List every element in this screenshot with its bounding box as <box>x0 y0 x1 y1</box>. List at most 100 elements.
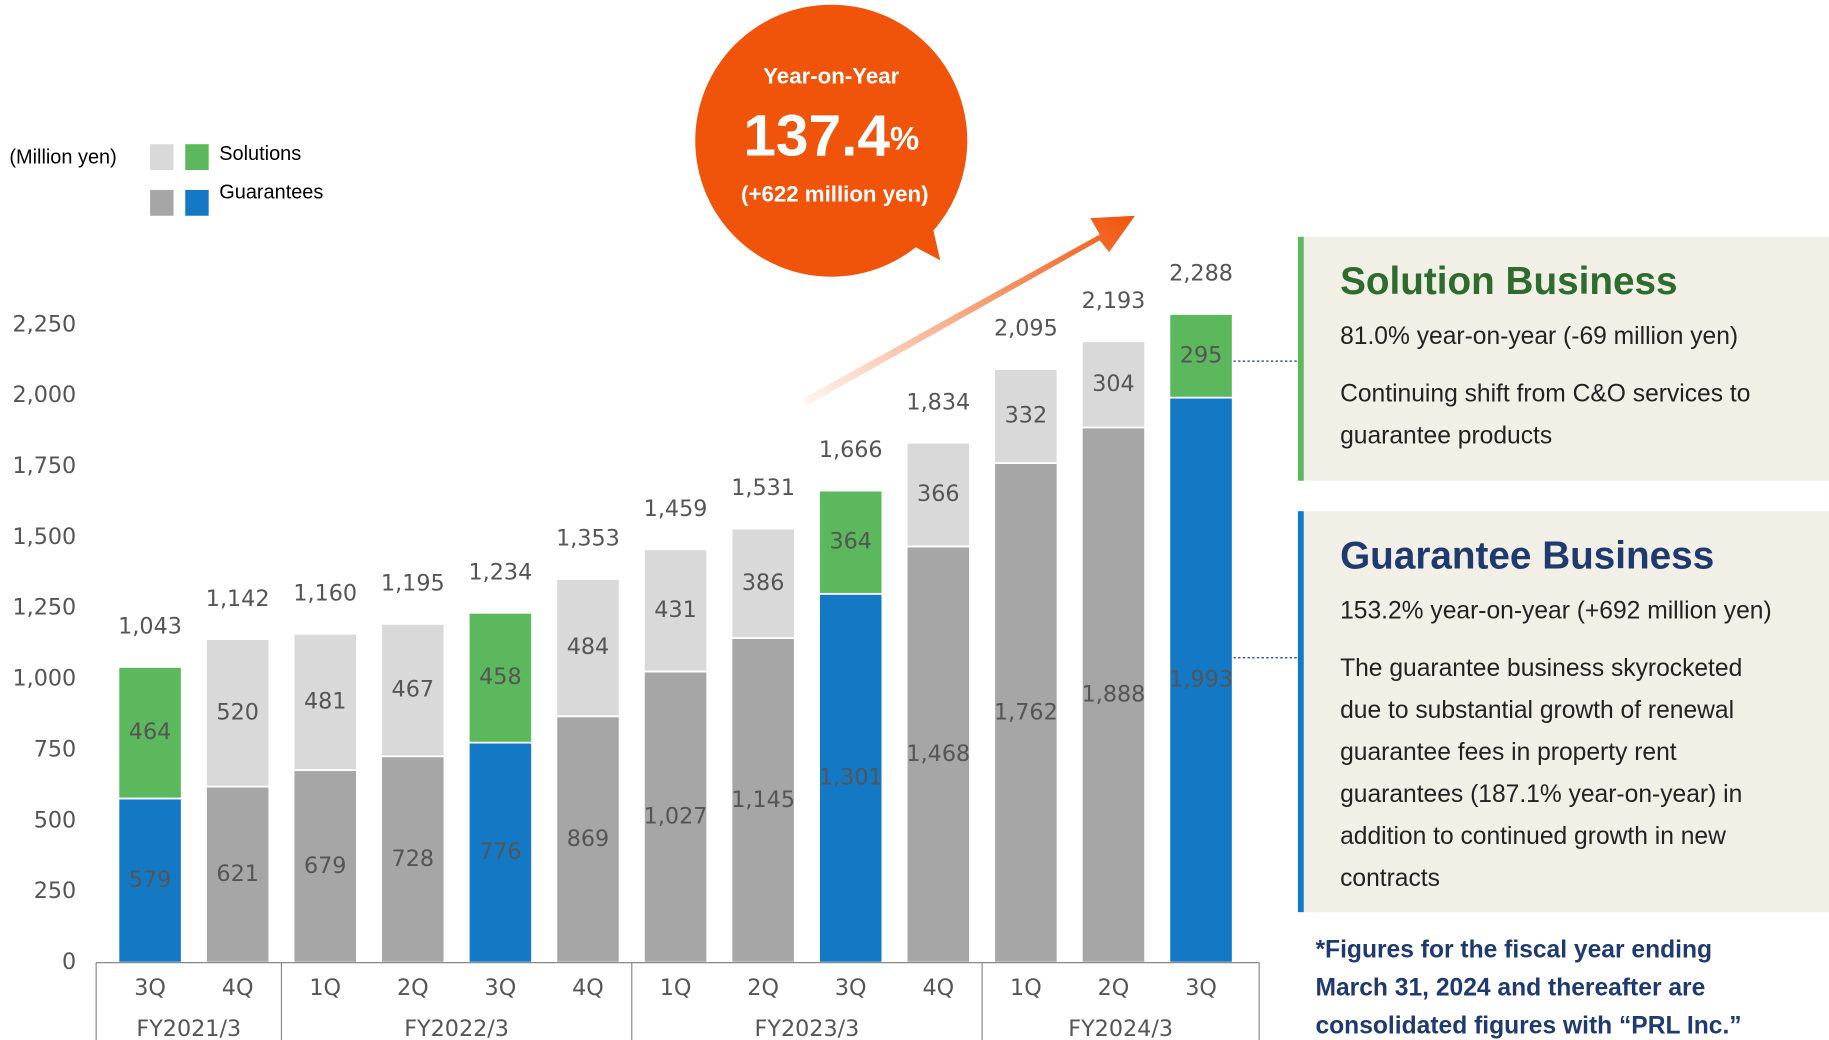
x-tick-label: 2Q <box>747 975 779 1001</box>
y-tick-label: 2,250 <box>12 311 76 337</box>
bar-segment <box>643 548 709 673</box>
bar-segment <box>1080 340 1146 429</box>
callout-tail <box>902 199 941 261</box>
panel-text: guarantees (187.1% year-on-year) in <box>1340 781 1742 808</box>
segment-label: 386 <box>742 570 784 596</box>
callout-title: Year-on-Year <box>763 63 899 88</box>
segment-label: 1,301 <box>819 765 883 791</box>
total-label: 1,666 <box>819 437 883 463</box>
bar-segment <box>292 632 358 772</box>
segment-label: 1,993 <box>1169 667 1233 693</box>
y-tick-label: 1,750 <box>12 453 76 479</box>
group-label: FY2023/3 <box>755 1016 860 1040</box>
x-tick-label: 3Q <box>485 975 517 1001</box>
panel-title: Guarantee Business <box>1340 534 1714 577</box>
bar-segment <box>993 462 1059 964</box>
legend-swatch <box>150 144 174 171</box>
total-label: 1,142 <box>206 586 270 612</box>
total-label: 2,193 <box>1082 288 1146 314</box>
y-tick-label: 500 <box>34 807 76 833</box>
bar-segment <box>467 611 533 744</box>
x-tick-label: 4Q <box>572 975 604 1001</box>
panel-accent <box>1297 511 1304 913</box>
segment-label: 295 <box>1180 342 1222 368</box>
segment-label: 728 <box>392 846 434 872</box>
segment-label: 1,027 <box>644 804 708 830</box>
bar-segment <box>205 638 271 788</box>
panel-accent <box>1297 236 1304 481</box>
bar-segment <box>555 578 621 718</box>
bar-segment <box>730 527 796 639</box>
total-label: 1,195 <box>381 570 445 596</box>
x-tick-label: 1Q <box>660 975 692 1001</box>
callout-value: 137.4% <box>743 104 919 169</box>
bar-segment <box>905 545 971 964</box>
y-tick-label: 1,250 <box>12 595 76 621</box>
segment-label: 364 <box>829 529 871 555</box>
panel-bg <box>1303 236 1829 481</box>
legend-swatch <box>185 189 209 216</box>
legend-swatch <box>150 189 174 216</box>
footnote: *Figures for the fiscal year ending <box>1315 936 1712 963</box>
callout-number: 137.4 <box>743 104 890 169</box>
segment-label: 481 <box>304 688 346 714</box>
panel-text: guarantee fees in property rent <box>1340 739 1677 766</box>
bar-segment <box>205 785 271 964</box>
group-label: FY2021/3 <box>136 1016 241 1040</box>
segment-label: 869 <box>567 826 609 852</box>
x-tick-label: 3Q <box>835 975 867 1001</box>
x-tick-label: 1Q <box>309 975 341 1001</box>
segment-label: 1,762 <box>994 699 1058 725</box>
y-tick-label: 250 <box>34 878 76 904</box>
bar-segment <box>818 592 884 964</box>
segment-label: 332 <box>1005 403 1047 429</box>
segment-label: 621 <box>216 861 258 887</box>
total-label: 2,095 <box>994 316 1058 342</box>
bar-segment <box>117 666 183 800</box>
panel-text: Continuing shift from C&O services to <box>1340 381 1750 408</box>
segment-label: 458 <box>479 664 521 690</box>
y-tick-label: 2,000 <box>12 382 76 408</box>
total-label: 1,043 <box>118 614 182 640</box>
bar-segment <box>818 489 884 595</box>
total-label: 1,834 <box>906 389 970 415</box>
total-label: 1,531 <box>731 475 795 501</box>
footnote: March 31, 2024 and thereafter are <box>1315 974 1705 1001</box>
total-label: 1,160 <box>293 580 357 606</box>
total-label: 1,234 <box>469 559 533 585</box>
bar-segment <box>643 670 709 964</box>
segment-label: 1,145 <box>731 787 795 813</box>
x-tick-label: 3Q <box>134 975 166 1001</box>
bar-segment <box>730 637 796 964</box>
segment-label: 1,888 <box>1082 682 1146 708</box>
bar-segment <box>117 797 183 964</box>
total-label: 2,288 <box>1169 261 1233 287</box>
segment-label: 679 <box>304 853 346 879</box>
bar-segment <box>1168 313 1234 399</box>
x-tick-label: 4Q <box>222 975 254 1001</box>
x-tick-label: 2Q <box>1098 975 1130 1001</box>
group-label: FY2022/3 <box>404 1016 509 1040</box>
legend-label: Guarantees <box>219 182 323 204</box>
callout-unit: % <box>890 119 919 156</box>
bar-segment <box>467 741 533 964</box>
group-label: FY2024/3 <box>1068 1016 1173 1040</box>
panel-text: addition to continued growth in new <box>1340 823 1726 850</box>
growth-arrow <box>803 215 1135 406</box>
legend-label: Solutions <box>219 143 301 165</box>
y-tick-label: 1,000 <box>12 666 76 692</box>
x-tick-label: 2Q <box>397 975 429 1001</box>
panel-text: contracts <box>1340 865 1440 892</box>
segment-label: 366 <box>917 481 959 507</box>
segment-label: 467 <box>392 677 434 703</box>
y-tick-label: 1,500 <box>12 524 76 550</box>
total-label: 1,353 <box>556 526 620 552</box>
panel-summary: 81.0% year-on-year (-69 million yen) <box>1340 323 1738 350</box>
callout-bubble <box>695 4 968 277</box>
y-tick-label: 0 <box>62 949 76 975</box>
bar-segment <box>993 368 1059 464</box>
panel-text: due to substantial growth of renewal <box>1340 697 1734 724</box>
panel-summary: 153.2% year-on-year (+692 million yen) <box>1340 598 1772 625</box>
y-tick-label: 750 <box>34 737 76 763</box>
